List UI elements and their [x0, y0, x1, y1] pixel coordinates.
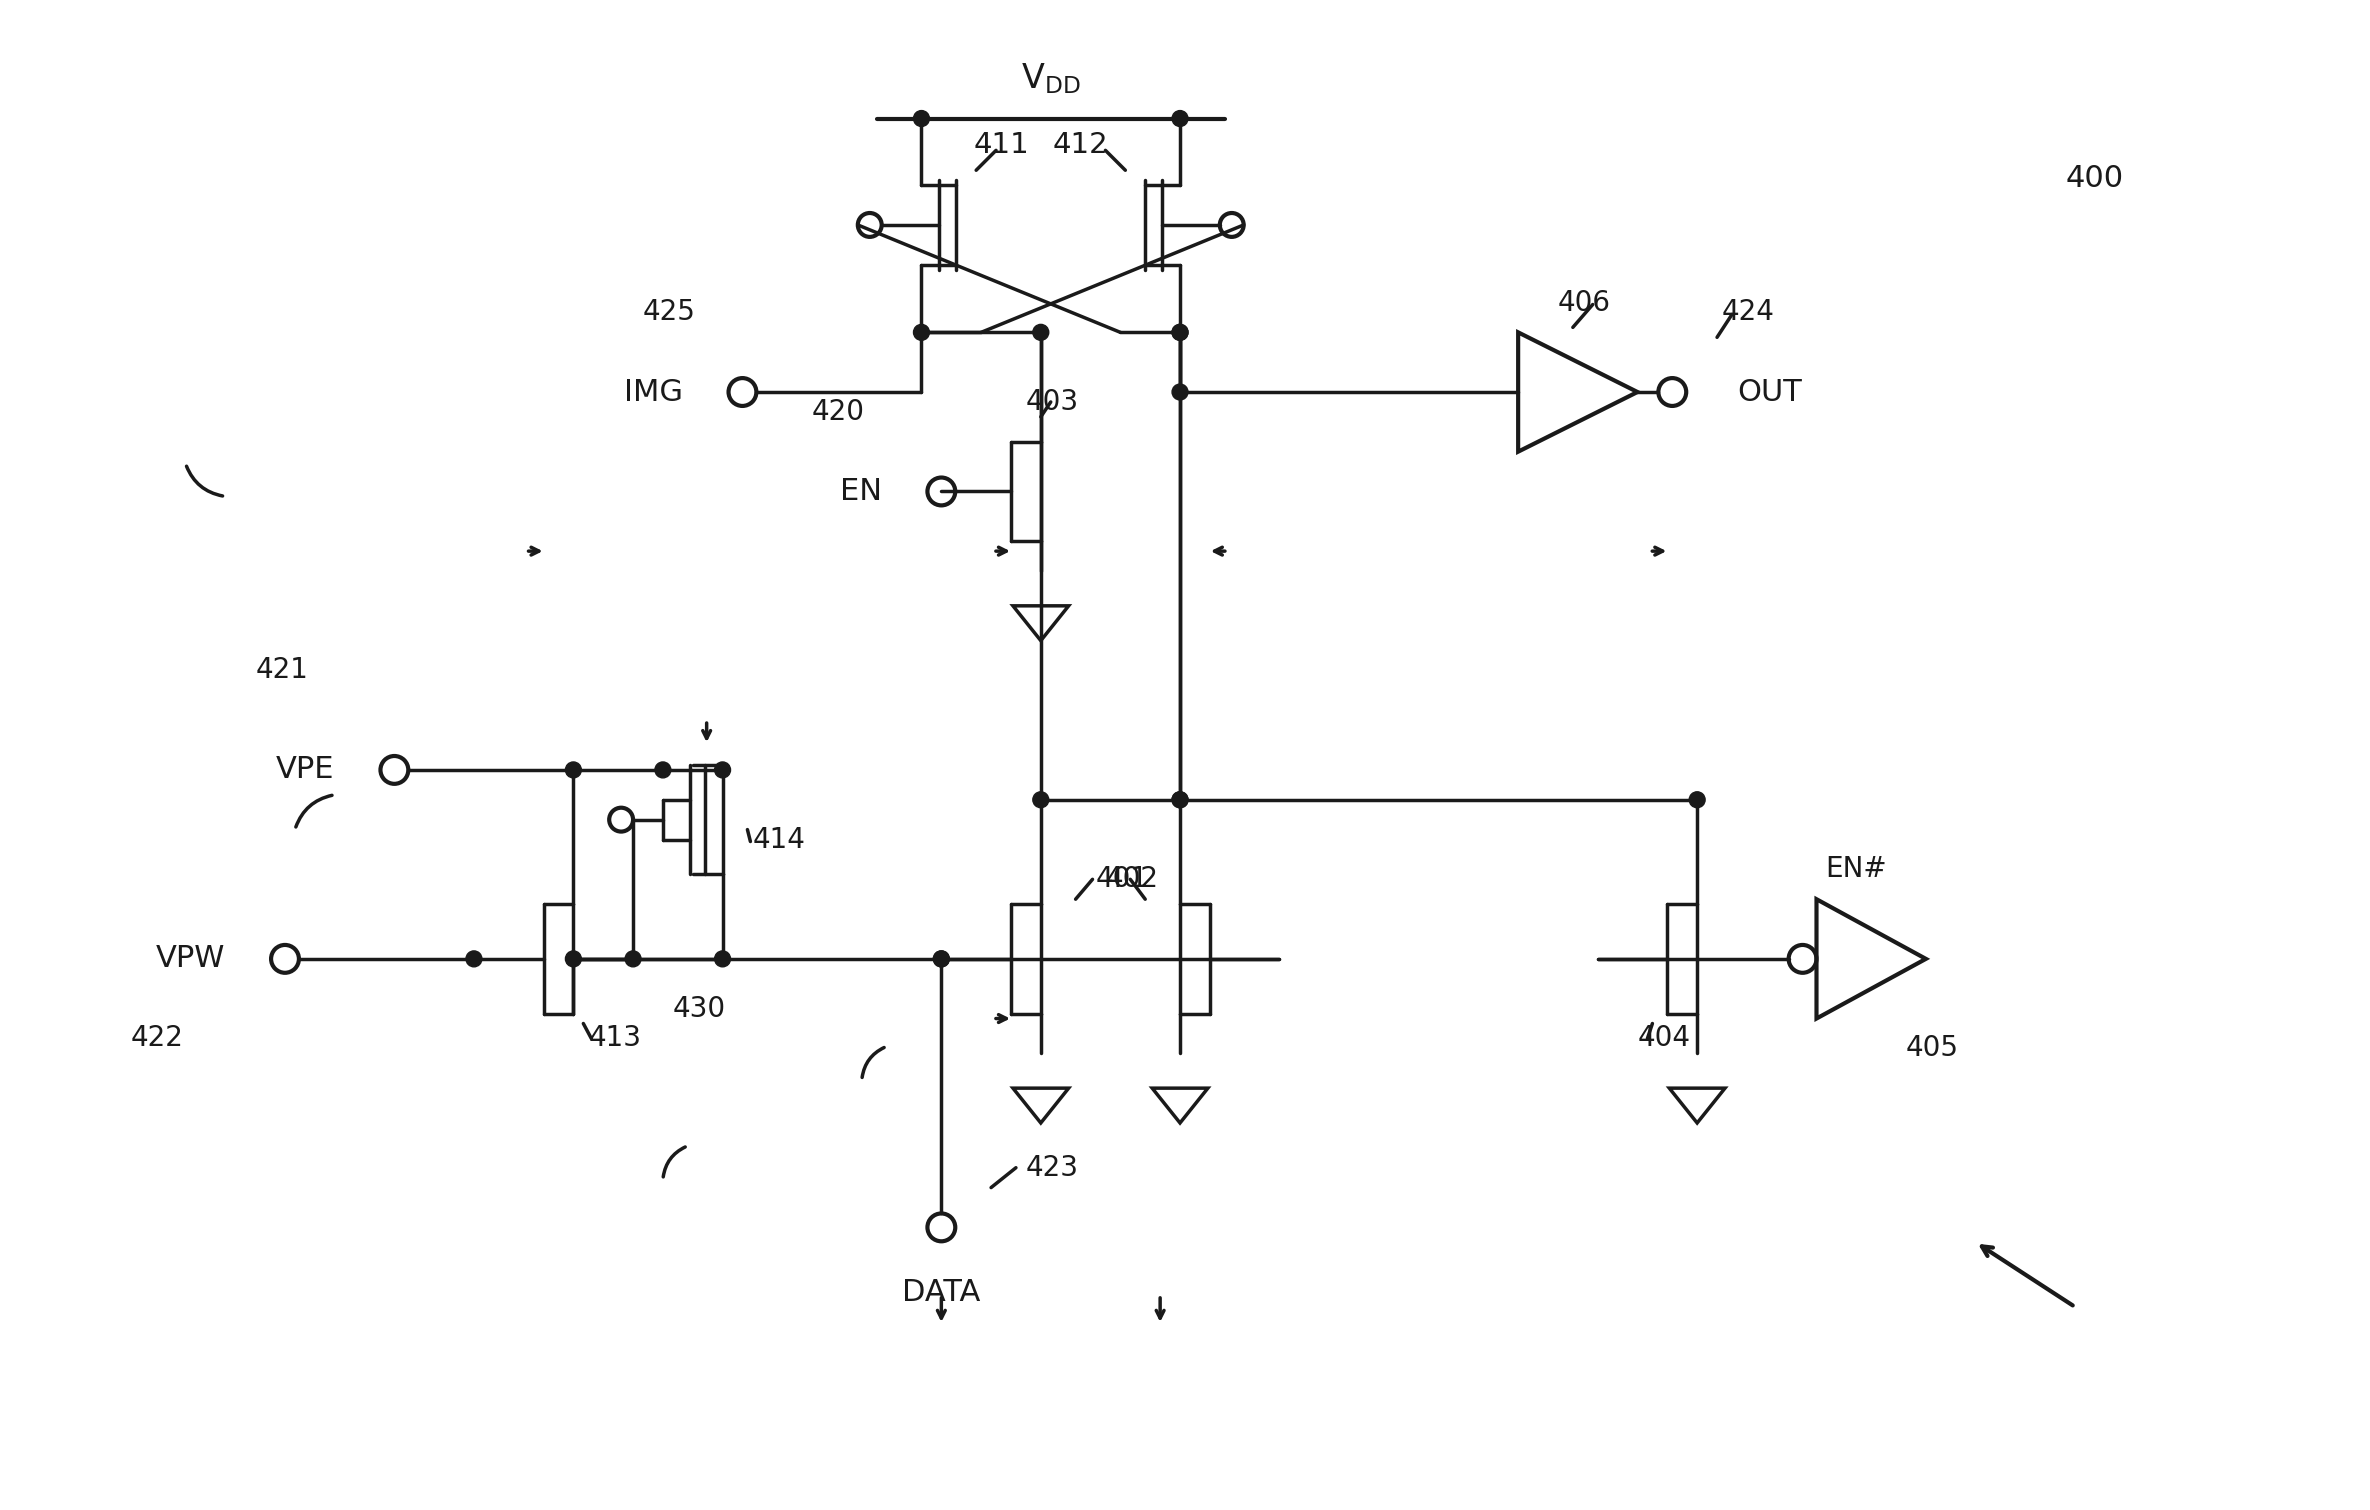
Circle shape — [626, 951, 640, 966]
Circle shape — [566, 951, 581, 966]
Text: DATA: DATA — [903, 1277, 981, 1306]
Circle shape — [467, 951, 481, 966]
Text: 422: 422 — [130, 1024, 185, 1052]
Text: 400: 400 — [2067, 163, 2124, 193]
Circle shape — [654, 763, 671, 778]
Circle shape — [1033, 791, 1050, 808]
Circle shape — [1690, 791, 1704, 808]
Text: 421: 421 — [256, 657, 308, 684]
Circle shape — [716, 763, 730, 778]
Text: 425: 425 — [642, 299, 697, 326]
Text: EN#: EN# — [1825, 855, 1887, 883]
Text: 430: 430 — [673, 995, 725, 1022]
Text: 405: 405 — [1905, 1034, 1960, 1063]
Circle shape — [912, 110, 929, 127]
Circle shape — [934, 951, 950, 966]
Circle shape — [1033, 325, 1050, 340]
Text: 404: 404 — [1638, 1024, 1690, 1052]
Circle shape — [1173, 325, 1187, 340]
Circle shape — [566, 763, 581, 778]
Text: 411: 411 — [974, 131, 1029, 160]
Circle shape — [912, 325, 929, 340]
Text: 420: 420 — [813, 399, 865, 426]
Circle shape — [934, 951, 950, 966]
Text: 423: 423 — [1026, 1154, 1078, 1182]
Text: 424: 424 — [1723, 299, 1775, 326]
Text: 414: 414 — [751, 826, 806, 853]
Text: 406: 406 — [1557, 288, 1612, 317]
Text: 402: 402 — [1104, 865, 1159, 894]
Circle shape — [1173, 110, 1187, 127]
Text: 413: 413 — [588, 1024, 642, 1052]
Circle shape — [1173, 791, 1187, 808]
Text: 403: 403 — [1026, 388, 1078, 415]
Text: IMG: IMG — [623, 378, 683, 406]
Text: VPW: VPW — [156, 944, 225, 974]
Text: 401: 401 — [1095, 865, 1149, 894]
Circle shape — [716, 951, 730, 966]
Circle shape — [1173, 791, 1187, 808]
Text: V$_{\mathregular{DD}}$: V$_{\mathregular{DD}}$ — [1021, 62, 1081, 97]
Text: VPE: VPE — [277, 755, 334, 784]
Circle shape — [1173, 384, 1187, 400]
Text: EN: EN — [839, 477, 882, 506]
Text: OUT: OUT — [1737, 378, 1801, 406]
Circle shape — [1173, 325, 1187, 340]
Text: 412: 412 — [1052, 131, 1109, 160]
